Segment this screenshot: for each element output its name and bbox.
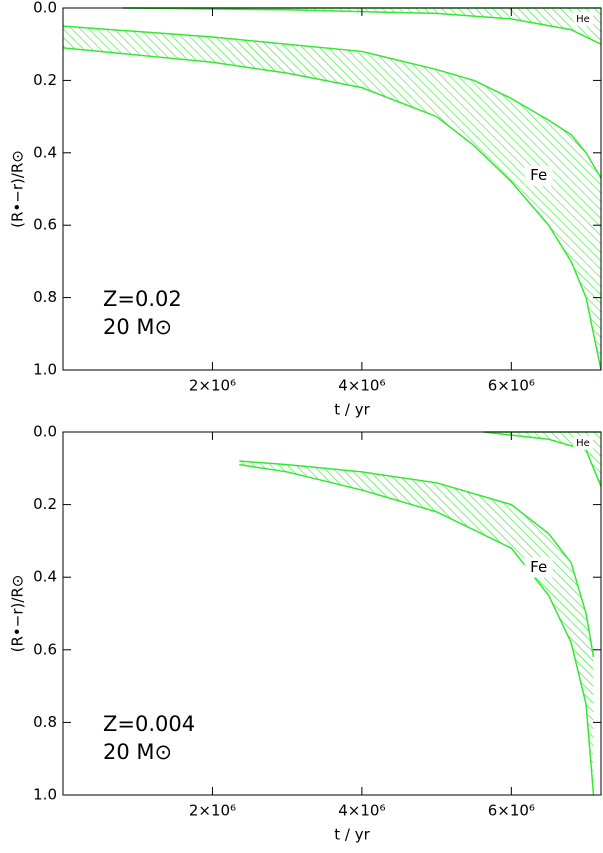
band-edge [483,431,602,487]
annotation: 20 M⊙ [103,740,172,764]
y-tick-label: 0.0 [33,0,57,17]
x-axis-label: t / yr [334,826,370,844]
annotation: Z=0.004 [103,712,195,736]
x-tick-label: 6×10⁶ [488,802,535,820]
band-label: Fe [530,166,547,184]
band-fill [239,461,594,795]
label-bg [573,436,593,450]
y-tick-label: 0.2 [33,71,57,89]
y-axis-label: (R•−r)/R⊙ [9,150,27,228]
band-label: He [576,14,590,25]
x-tick-label: 6×10⁶ [488,377,535,395]
y-tick-label: 1.0 [33,786,57,804]
annotation: Z=0.02 [103,287,182,311]
y-tick-label: 0.4 [33,143,57,161]
x-tick-label: 2×10⁶ [189,802,236,820]
band-label: He [576,438,590,449]
y-tick-label: 0.0 [33,423,57,441]
label-bg [524,557,553,578]
y-tick-label: 0.8 [33,288,57,306]
band-fill [122,8,602,45]
y-tick-label: 0.4 [33,568,57,586]
label-bg [573,12,593,26]
y-tick-label: 0.8 [33,713,57,731]
y-tick-label: 0.2 [33,495,57,513]
band-edge [239,463,595,796]
x-tick-label: 4×10⁶ [338,802,385,820]
axes-box [62,7,602,371]
panel: Fe He 2×10⁶ 4×10⁶ 6×10⁶ 0.0 0.2 0.4 0.6 0.8 1.0 t /… [9,0,602,419]
band-edge [239,460,595,658]
band-label: Fe [530,558,547,576]
x-axis-label: t / yr [334,401,370,419]
y-axis-label: (R•−r)/R⊙ [9,575,27,653]
axes-box [62,431,602,796]
y-tick-label: 0.6 [33,640,57,658]
x-tick-label: 4×10⁶ [338,377,385,395]
x-tick-label: 2×10⁶ [189,377,236,395]
y-tick-label: 0.6 [33,216,57,234]
band-fill [63,26,601,370]
band-edge [62,47,602,371]
panel: Fe He 2×10⁶ 4×10⁶ 6×10⁶ 0.0 0.2 0.4 0.6 0.8 1.0 t /… [9,423,602,844]
band-edge [62,25,602,179]
label-bg [524,165,553,186]
annotation: 20 M⊙ [103,315,172,339]
y-tick-label: 1.0 [33,361,57,379]
band-edge [122,7,602,45]
